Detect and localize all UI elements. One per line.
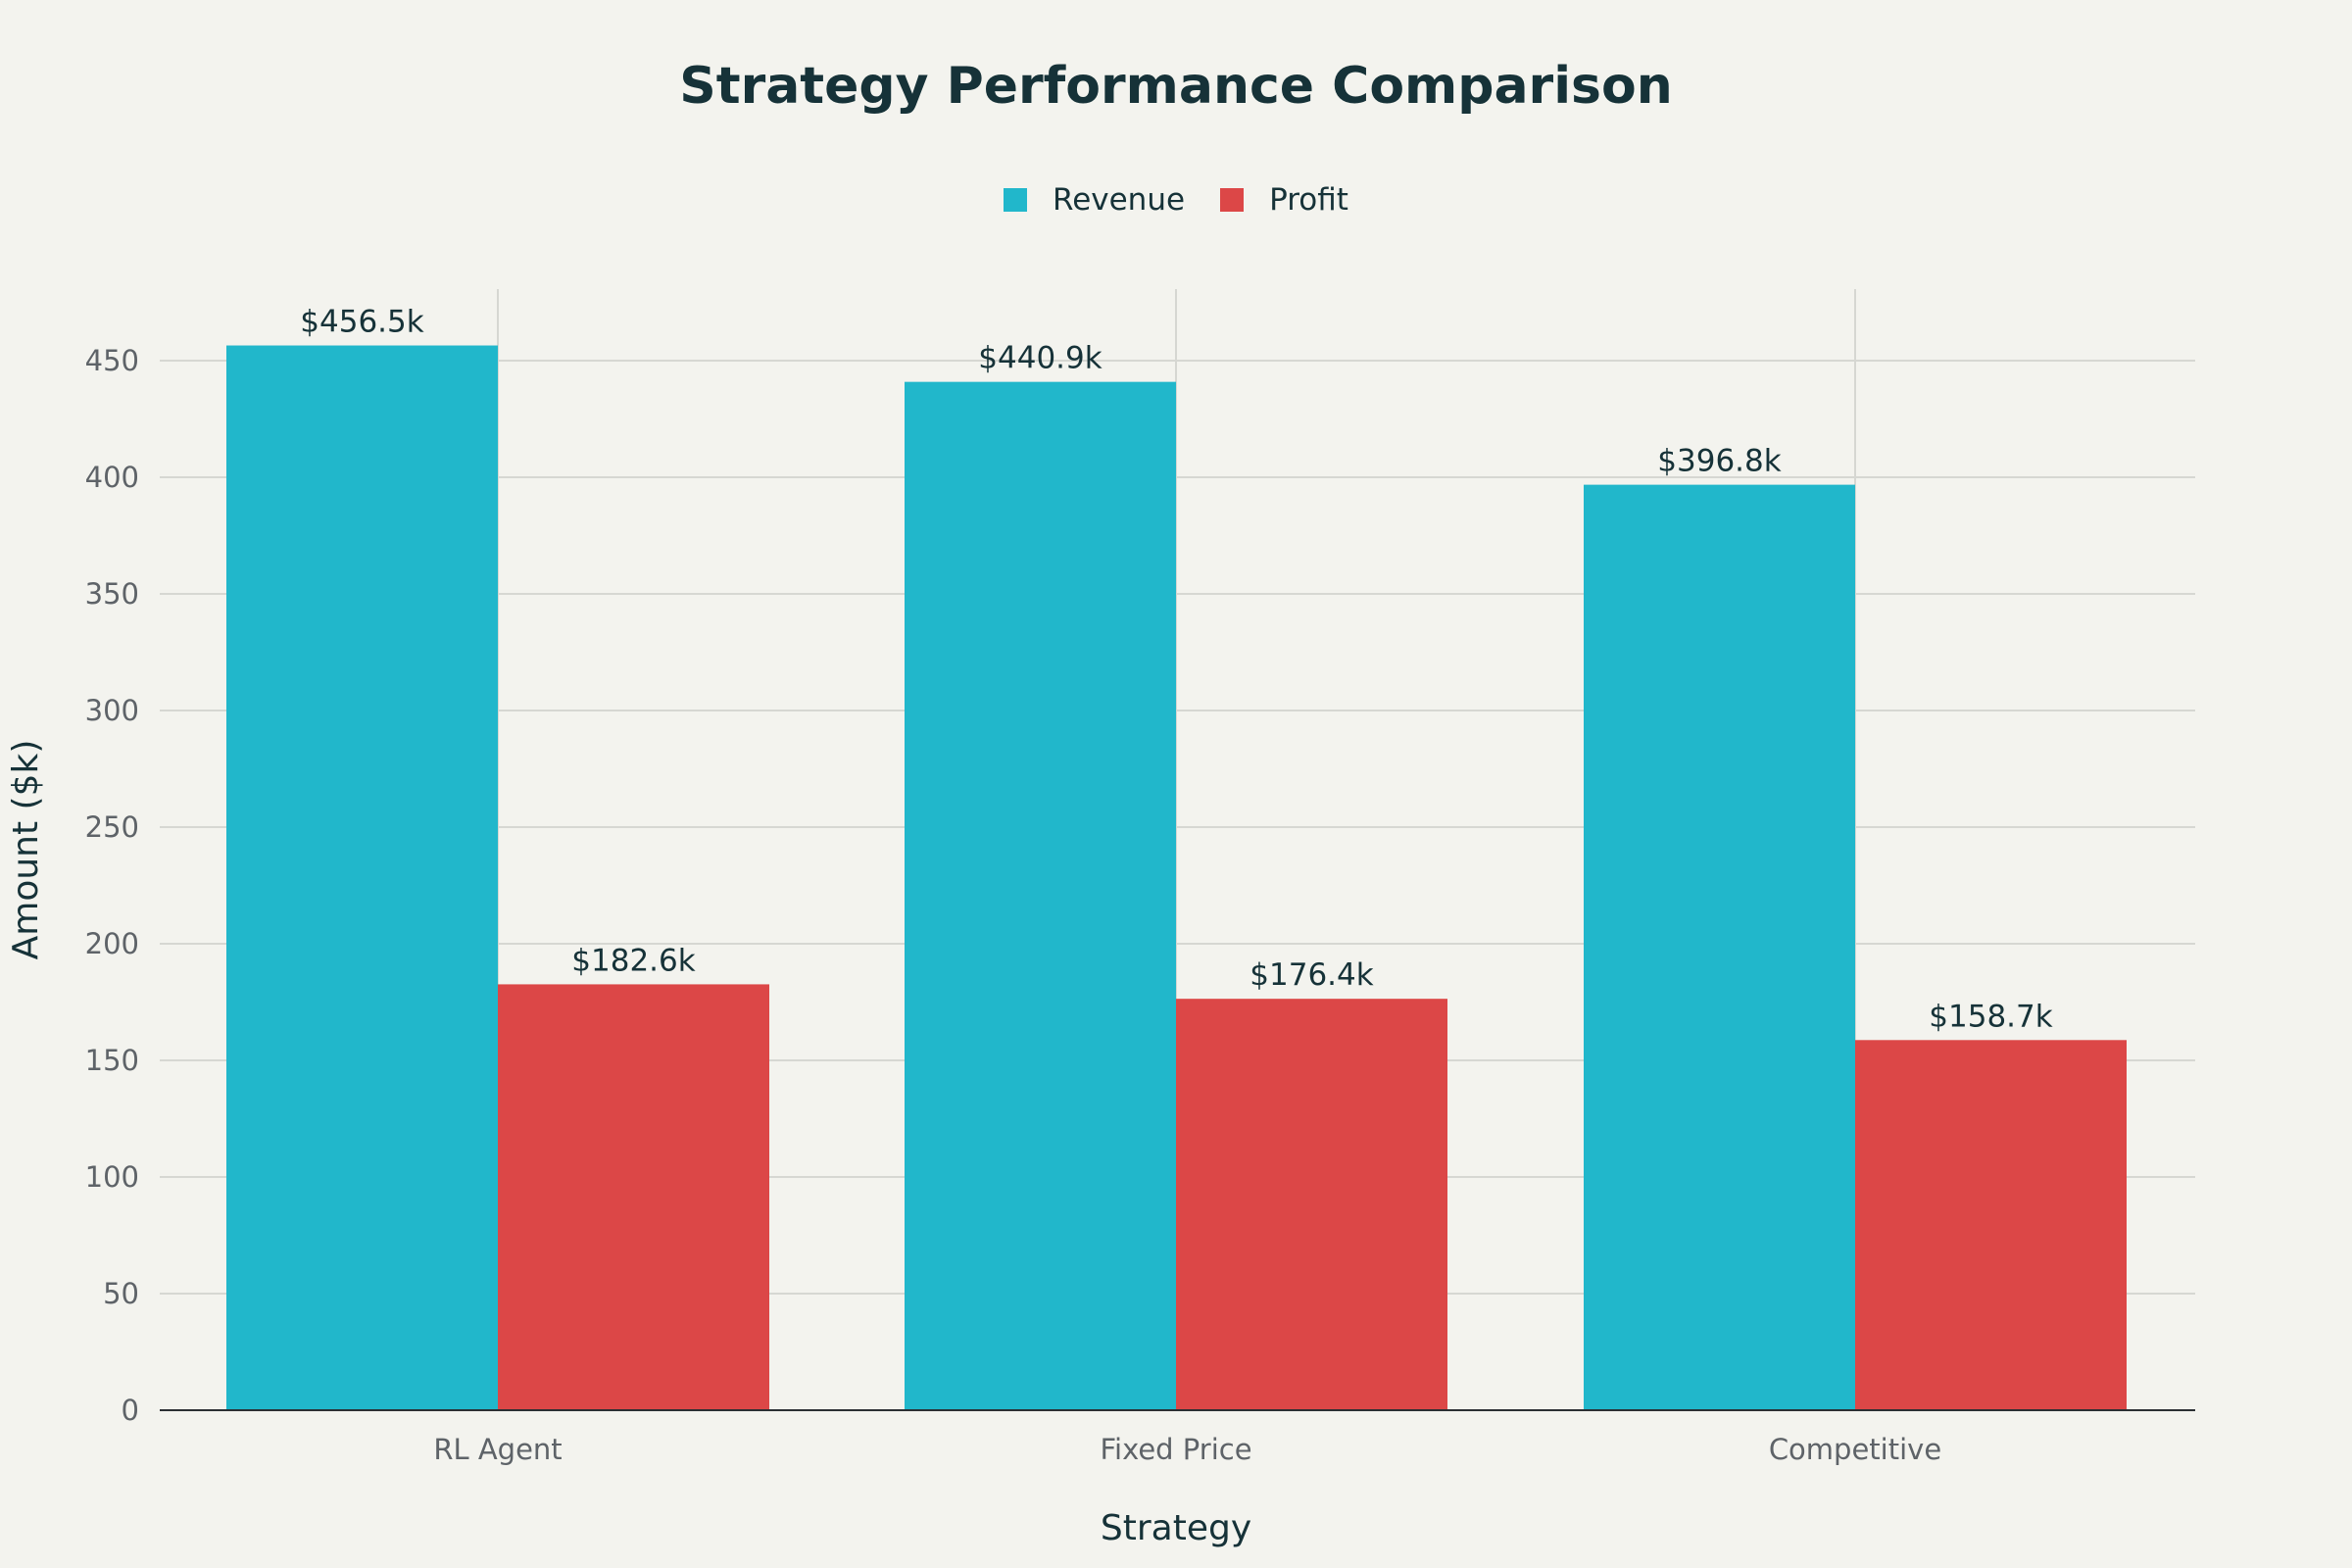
y-tick-label: 50 — [103, 1277, 139, 1310]
y-tick-label: 0 — [122, 1394, 139, 1427]
data-label-profit: $182.6k — [571, 943, 695, 978]
legend: Revenue Profit — [0, 182, 2352, 218]
x-axis-title: Strategy — [1101, 1508, 1251, 1548]
bars — [226, 345, 2127, 1411]
y-tick-label: 100 — [85, 1160, 139, 1194]
bar-profit-fixed-price[interactable] — [1176, 999, 1447, 1410]
legend-swatch-revenue — [1004, 188, 1028, 212]
bar-revenue-rl-agent[interactable] — [226, 345, 498, 1410]
data-label-profit: $158.7k — [1929, 999, 2052, 1034]
data-label-revenue: $440.9k — [978, 341, 1102, 376]
legend-label-revenue: Revenue — [1053, 182, 1186, 218]
y-tick-label: 150 — [85, 1044, 139, 1077]
data-label-profit: $176.4k — [1250, 957, 1373, 993]
y-axis-title: Amount ($k) — [6, 740, 46, 960]
bar-revenue-fixed-price[interactable] — [905, 381, 1176, 1411]
y-tick-label: 200 — [85, 927, 139, 960]
axes: 0 50 100 150 200 250 300 350 400 450 RL Agent Fixed… — [85, 344, 2195, 1466]
y-tick-label: 400 — [85, 461, 139, 494]
legend-swatch-profit — [1220, 188, 1245, 212]
data-labels: $456.5k $182.6k $440.9k $176.4k $396.8k $158.… — [300, 305, 2052, 1035]
bar-profit-rl-agent[interactable] — [498, 984, 769, 1410]
x-tick-label: Fixed Price — [1100, 1433, 1251, 1466]
bar-profit-competitive[interactable] — [1855, 1040, 2127, 1410]
legend-item-revenue[interactable]: Revenue — [1004, 182, 1185, 218]
y-tick-label: 250 — [85, 810, 139, 844]
chart-title: Strategy Performance Comparison — [679, 57, 1673, 116]
bar-revenue-competitive[interactable] — [1584, 484, 1855, 1411]
y-tick-label: 350 — [85, 577, 139, 611]
y-tick-label: 450 — [85, 344, 139, 377]
data-label-revenue: $396.8k — [1657, 444, 1781, 479]
data-label-revenue: $456.5k — [300, 305, 423, 340]
y-tick-label: 300 — [85, 694, 139, 727]
x-tick-label: RL Agent — [433, 1433, 562, 1466]
legend-item-profit[interactable]: Profit — [1220, 182, 1348, 218]
legend-label-profit: Profit — [1269, 182, 1348, 218]
x-tick-label: Competitive — [1769, 1433, 1941, 1466]
